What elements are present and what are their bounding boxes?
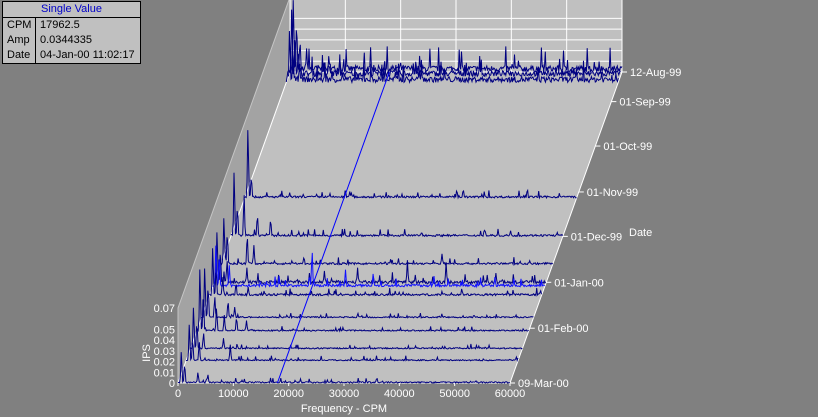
spectra-traces <box>177 0 623 385</box>
single-value-key: Date <box>3 48 36 63</box>
x-tick-label: 60000 <box>495 388 526 400</box>
spectrum-trace[interactable] <box>212 245 546 289</box>
single-value-row-amp: Amp 0.0344335 <box>3 33 140 48</box>
single-value-row-cpm: CPM 17962.5 <box>3 18 140 33</box>
date-tick-label: 01-Sep-99 <box>619 97 670 109</box>
spectrum-trace[interactable] <box>287 9 621 79</box>
axes: 0 10000 20000 30000 40000 50000 60000 00.010.02… <box>154 67 682 400</box>
single-value-value: 17962.5 <box>40 19 80 31</box>
x-tick-label: 30000 <box>329 388 360 400</box>
spectrum-trace[interactable] <box>185 324 519 363</box>
spectrum-trace[interactable] <box>230 172 564 238</box>
date-tick-label: 09-Mar-00 <box>518 378 569 390</box>
y-tick-label: 0 <box>169 378 175 390</box>
date-tick-label: 01-Oct-99 <box>603 141 652 153</box>
date-axis-title: Date <box>629 227 652 239</box>
x-tick-label: 40000 <box>384 388 415 400</box>
y-tick-label: 0.03 <box>154 346 175 358</box>
single-value-key: CPM <box>3 18 36 33</box>
single-value-panel: Single Value CPM 17962.5 Amp 0.0344335 D… <box>2 1 141 64</box>
y-tick-label: 0.02 <box>154 357 175 369</box>
cursor-line[interactable] <box>276 71 390 384</box>
spectrum-trace[interactable] <box>244 130 577 200</box>
x-tick-label: 0 <box>175 388 181 400</box>
frequency-cursor[interactable] <box>276 71 390 384</box>
y-axis-title: IPS <box>141 344 153 362</box>
single-value-row-date: Date 04-Jan-00 11:02:17 <box>3 48 140 63</box>
date-tick-label: 01-Feb-00 <box>538 323 589 335</box>
x-tick-label: 10000 <box>218 388 249 400</box>
x-tick-label: 20000 <box>273 388 304 400</box>
spectrum-trace[interactable] <box>213 232 547 286</box>
single-value-value: 04-Jan-00 11:02:17 <box>40 49 135 61</box>
y-tick-label: 0.01 <box>154 367 175 379</box>
x-axis-title: Frequency - CPM <box>301 403 387 415</box>
spectrum-trace[interactable] <box>285 30 619 85</box>
y-tick-label: 0.04 <box>154 335 175 347</box>
date-tick-label: 01-Nov-99 <box>587 187 638 199</box>
spectrum-trace[interactable] <box>209 248 542 297</box>
y-tick-label: 0.07 <box>154 303 175 315</box>
spectrum-trace[interactable] <box>201 268 534 319</box>
date-tick-label: 01-Jan-00 <box>554 277 604 289</box>
date-tick-label: 01-Dec-99 <box>571 231 622 243</box>
date-tick-label: 12-Aug-99 <box>630 67 681 79</box>
single-value-key: Amp <box>3 33 36 48</box>
spectrum-trace[interactable] <box>220 218 554 267</box>
single-value-value: 0.0344335 <box>40 34 92 46</box>
spectrum-trace[interactable] <box>190 307 523 350</box>
spectrum-trace[interactable] <box>196 269 529 333</box>
spectrum-trace[interactable] <box>289 0 623 74</box>
single-value-title: Single Value <box>3 2 140 18</box>
y-tick-label: 0.05 <box>154 324 175 336</box>
spectrum-trace[interactable] <box>177 352 510 385</box>
x-tick-label: 50000 <box>439 388 470 400</box>
